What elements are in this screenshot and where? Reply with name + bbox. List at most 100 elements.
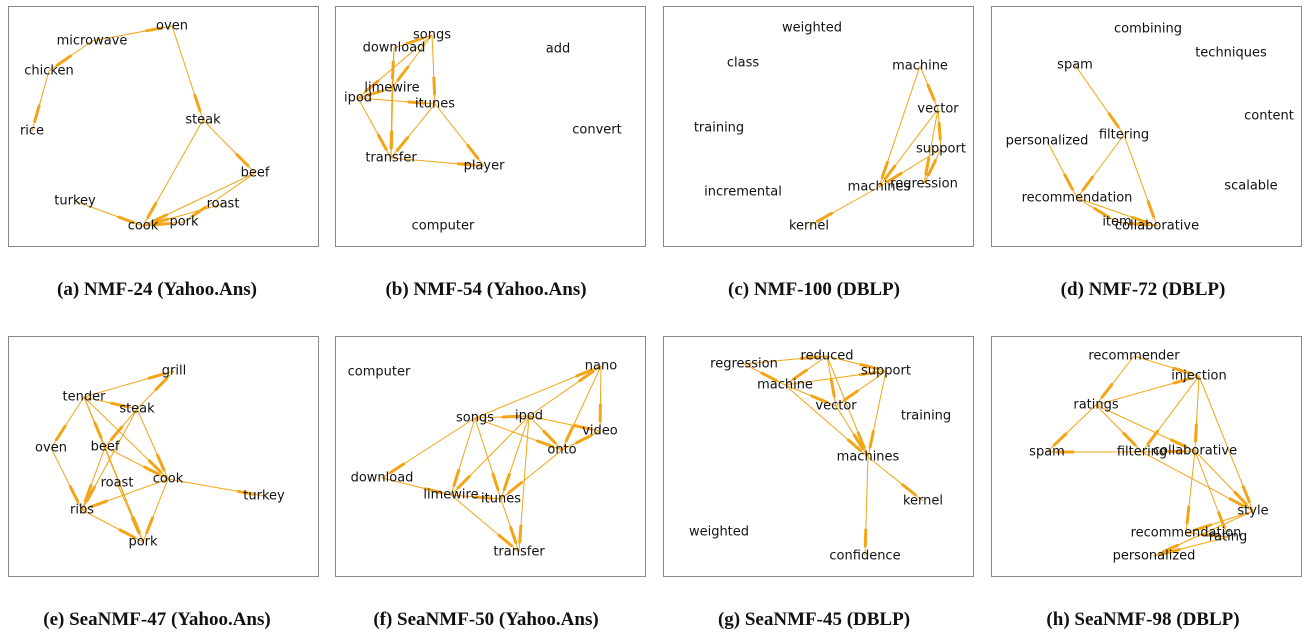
edge-head-recommendation-collaborative [1130,215,1150,225]
graph-panel-c: weighted class machine vector training suppor… [663,6,974,247]
node-label-cook: cook [152,471,184,487]
edge-head-turkey-cook [117,215,136,225]
edge-head-machines-kernel [816,211,834,223]
edge-head-microwave-chicken [55,54,72,67]
edge-layer [50,370,265,543]
edge-head-ipod-transfer [376,133,388,151]
node-label-add: add [545,41,571,57]
node-label-personalized: personalized [1112,548,1196,564]
node-label-machine: machine [757,377,813,393]
edge-head-steak-beef [235,152,250,168]
node-label-limewire: limewire [423,487,479,503]
node-label-collaborative: collaborative [1114,218,1200,234]
node-label-itunes: itunes [415,96,455,112]
edge-head-style-personalized [1161,543,1180,554]
node-label-chicken: chicken [24,63,74,79]
edge-head-injection-collaborative [1194,423,1198,443]
edge-head-reduced-machine [791,368,808,381]
edge-head-microwave-oven [144,26,164,33]
node-label-style: style [1237,503,1269,519]
edge-layer [743,355,924,557]
node-label-techniques: techniques [1195,45,1267,61]
edge-head-steak-beef [109,425,124,441]
node-label-songs: songs [456,410,494,426]
node-label-grill: grill [161,363,187,379]
edge-head-oven-ribs [68,485,80,503]
edge-head-chicken-rice [33,104,41,123]
node-label-weighted: weighted [781,20,843,36]
node-label-training: training [900,408,952,424]
edge-head-songs-ipod [501,414,521,419]
node-label-filtering: filtering [1116,444,1168,460]
node-label-roast: roast [100,475,134,491]
edge-head-itunes-transfer [509,525,518,545]
node-label-machine: machine [892,58,948,74]
node-label-kernel: kernel [902,493,944,509]
node-label-player: player [463,158,505,174]
edge-head-ipod-itunes [407,100,427,105]
graph-panel-e: grill tender steak oven beef roast cook turkey r… [8,336,319,577]
edge-head-vector-machines [852,433,865,451]
edge-head-spam-filtering [1107,112,1120,129]
edge-head-recommender-injection [1172,366,1191,375]
node-label-itunes: itunes [481,491,521,507]
caption-h: (h) SeaNMF-98 (DBLP) [1046,609,1240,630]
node-label-computer: computer [347,364,411,380]
edge-head-rating-personalized [1162,548,1181,556]
edge-head-ipod-itunes [502,472,511,492]
node-label-ribs: ribs [70,502,94,518]
node-label-onto: onto [547,442,577,458]
node-label-reduced: reduced [800,348,854,364]
node-label-content: content [1244,108,1294,124]
edge-head-songs-itunes [432,76,437,96]
edge-head-vector-machines [883,164,897,181]
edge-head-songs-itunes [491,472,500,491]
node-label-injection: injection [1171,368,1227,384]
node-label-tender: tender [62,389,106,405]
node-label-vector: vector [815,398,857,414]
edge-head-support-machines [868,430,875,449]
edge-head-limewire-ipod [366,89,385,97]
edge-head-itunes-transfer [395,136,409,152]
node-label-recommendation: recommendation [1021,190,1133,206]
edge-head-filtering-collaborative [1146,200,1156,219]
edge-layer [1046,64,1158,227]
node-label-beef: beef [90,439,120,455]
edge-head-ribs-pork [118,528,136,539]
node-label-confidence: confidence [829,548,901,564]
node-label-transfer: transfer [493,544,545,560]
edge-head-reduced-vector [829,378,836,398]
edge-head-ratings-collaborative [1169,438,1188,449]
edge-head-songs-onto [536,439,555,449]
node-label-vector: vector [917,101,959,117]
node-label-pork: pork [128,534,158,550]
edge-head-ipod-onto [542,429,557,445]
edge-head-support-vector [842,389,859,402]
edge-layer [1046,355,1254,557]
edge-head-roast-pork [131,516,141,535]
edge-head-limewire-transfer [497,533,513,548]
graph-panel-b: songs download add limewire ipod itunes conver… [335,6,646,247]
edge-head-onto-video [575,433,593,445]
edge-head-ratings-spam [1052,432,1068,447]
node-label-machines: machines [847,179,911,195]
node-label-nano: nano [584,358,618,374]
edge-layer [357,34,485,167]
edge-head-regression-reduced [799,355,819,360]
edge-head-cook-ribs [89,499,108,509]
edge-layer [31,25,256,227]
edge-head-collaborative-rating [1217,511,1226,530]
edge-head-ratings-injection [1172,377,1191,385]
graph-panel-d: combining spam techniques content filtering p… [991,6,1302,247]
node-label-recommender: recommender [1088,348,1180,364]
edge-head-beef-cook [143,465,161,476]
caption-c: (c) NMF-100 (DBLP) [727,279,901,300]
edge-head-songs-download [388,462,406,475]
caption-f: (f) SeaNMF-50 (Yahoo.Ans) [373,609,599,630]
edge-head-oven-steak [193,93,202,113]
edge-head-songs-limewire [452,468,461,487]
node-label-video: video [582,423,618,439]
edge-head-machines-kernel [901,483,917,497]
edge-head-machine-vector [926,83,936,102]
caption-b: (b) NMF-54 (Yahoo.Ans) [385,279,587,300]
